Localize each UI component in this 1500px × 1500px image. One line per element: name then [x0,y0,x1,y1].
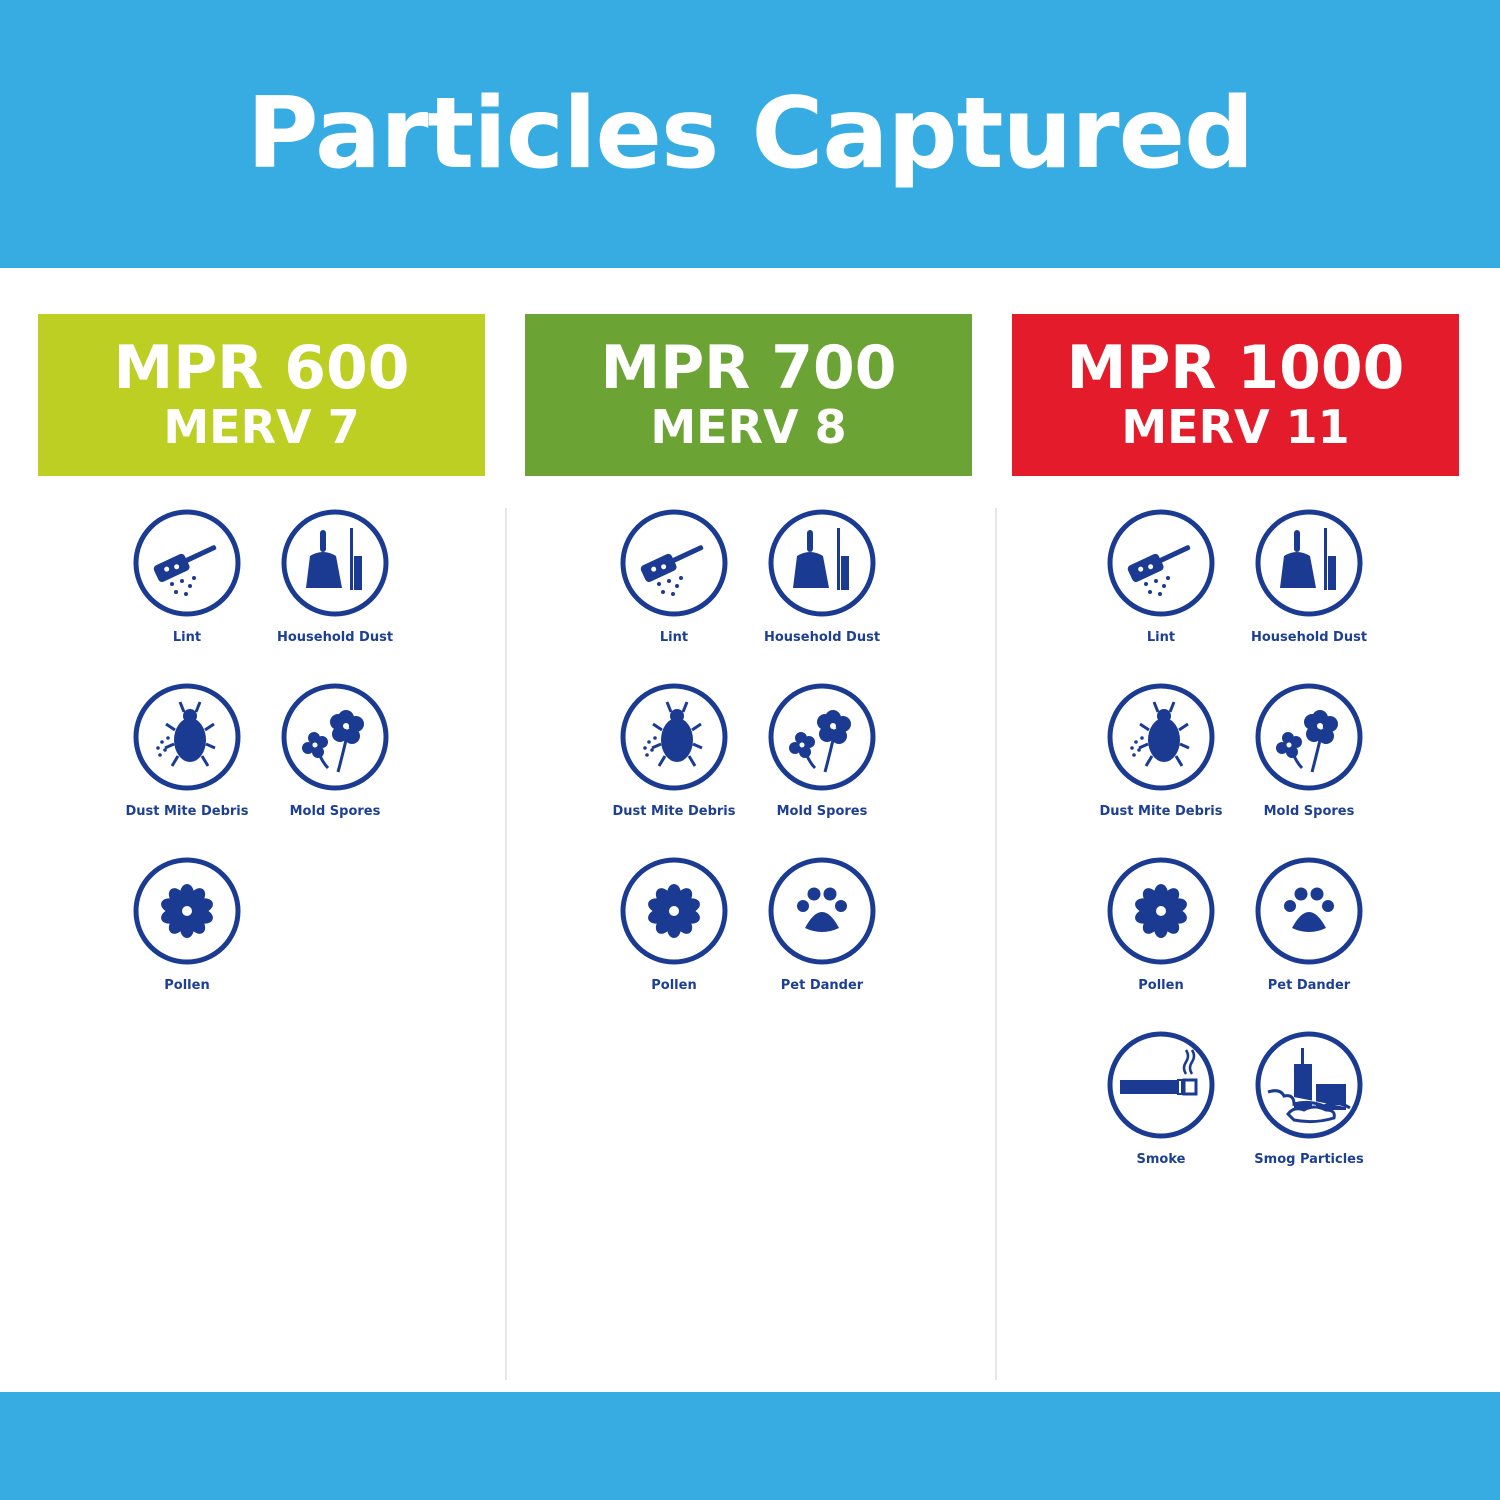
rating-header: MPR 1000 MERV 11 [1012,314,1459,476]
particle-item: Household Dust [1234,508,1384,645]
merv-rating: MERV 8 [650,400,847,454]
bottom-band [0,1392,1500,1500]
particle-label: Mold Spores [289,804,381,819]
particle-label: Dust Mite Debris [612,804,736,819]
rating-header: MPR 600 MERV 7 [38,314,485,476]
particle-label: Lint [172,630,202,645]
particle-label: Pollen [164,978,210,993]
particle-label: Household Dust [276,630,394,645]
particle-label: Pet Dander [780,978,864,993]
particle-item: Smog Particles [1234,1030,1384,1167]
particle-label: Dust Mite Debris [1099,804,1223,819]
particle-label: Smoke [1136,1152,1186,1167]
mpr-rating: MPR 600 [113,333,410,403]
particle-item: Lint [599,508,749,645]
particle-item: Dust Mite Debris [112,682,262,819]
particle-item: Pet Dander [1234,856,1384,993]
particle-item: Household Dust [260,508,410,645]
page-title: Particles Captured [246,77,1254,191]
particle-label: Dust Mite Debris [125,804,249,819]
particle-item: Mold Spores [747,682,897,819]
particle-label: Mold Spores [776,804,868,819]
mpr-rating: MPR 700 [600,333,897,403]
particle-label: Household Dust [763,630,881,645]
merv-rating: MERV 11 [1121,400,1350,454]
particle-item: Pollen [112,856,262,993]
mold-spores-icon [768,683,876,791]
merv-rating: MERV 7 [163,400,360,454]
title-banner: Particles Captured [0,0,1500,268]
particle-label: Pollen [1138,978,1184,993]
particle-item: Pet Dander [747,856,897,993]
pollen-icon [620,857,728,965]
mold-spores-icon [1255,683,1363,791]
particle-item: Lint [1086,508,1236,645]
pollen-icon [1107,857,1215,965]
particle-label: Mold Spores [1263,804,1355,819]
dustpan-icon [281,509,389,617]
lint-icon [1107,509,1215,617]
lint-icon [620,509,728,617]
pollen-icon [133,857,241,965]
mpr-rating: MPR 1000 [1066,333,1405,403]
particle-label: Pollen [651,978,697,993]
smog-city-icon [1255,1031,1363,1139]
particle-item: Household Dust [747,508,897,645]
rating-header: MPR 700 MERV 8 [525,314,972,476]
particle-item: Dust Mite Debris [1086,682,1236,819]
column-mpr-1000: MPR 1000 MERV 11 Lint Household Dust Dust … [1012,314,1459,1167]
column-divider [505,508,507,1380]
column-mpr-600: MPR 600 MERV 7 Lint Household Dust Dust Mi… [38,314,485,993]
paw-print-icon [1255,857,1363,965]
particle-label: Smog Particles [1254,1152,1364,1167]
dustpan-icon [768,509,876,617]
particle-item: Pollen [1086,856,1236,993]
dust-mite-icon [133,683,241,791]
particle-item: Lint [112,508,262,645]
dust-mite-icon [620,683,728,791]
particle-item: Dust Mite Debris [599,682,749,819]
particle-label: Lint [1146,630,1176,645]
particle-label: Household Dust [1250,630,1368,645]
particle-item: Smoke [1086,1030,1236,1167]
column-divider [995,508,997,1380]
particle-item: Pollen [599,856,749,993]
mold-spores-icon [281,683,389,791]
particle-item: Mold Spores [1234,682,1384,819]
paw-print-icon [768,857,876,965]
column-mpr-700: MPR 700 MERV 8 Lint Household Dust Dust Mi… [525,314,972,993]
dustpan-icon [1255,509,1363,617]
dust-mite-icon [1107,683,1215,791]
cigarette-smoke-icon [1107,1031,1215,1139]
particle-item: Mold Spores [260,682,410,819]
particle-label: Pet Dander [1267,978,1351,993]
lint-icon [133,509,241,617]
particle-label: Lint [659,630,689,645]
